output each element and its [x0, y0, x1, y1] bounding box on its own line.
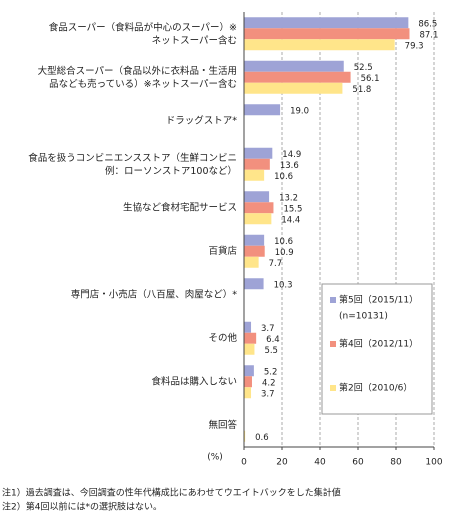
legend-label: 第2回（2010/6）	[339, 382, 412, 394]
value-label: 56.1	[361, 74, 380, 84]
note: 注2）第4回以前には*の選択肢はない。	[2, 501, 162, 513]
legend-swatch	[330, 297, 336, 303]
bar	[244, 321, 252, 333]
bar	[244, 202, 274, 214]
value-label: 7.7	[269, 259, 283, 269]
bar	[244, 28, 410, 40]
value-label: 15.5	[283, 204, 302, 214]
value-label: 10.9	[275, 248, 294, 258]
value-label: 4.2	[262, 378, 276, 388]
bar	[244, 245, 265, 257]
x-tick-label: 0	[241, 458, 247, 468]
x-tick-label: 20	[276, 458, 288, 468]
category-label: その他	[208, 332, 237, 344]
value-label: 6.4	[266, 335, 280, 345]
bar	[244, 387, 252, 399]
value-label: 10.3	[274, 280, 293, 290]
value-label: 3.7	[261, 389, 275, 399]
bar	[244, 365, 254, 377]
note: 注1）過去調査は、今回調査の性年代構成比にあわせてウエイトバックをした集計値	[2, 487, 341, 499]
bar	[244, 71, 351, 83]
value-label: 0.6	[255, 433, 269, 443]
value-label: 3.7	[261, 324, 275, 334]
value-label: 52.5	[354, 63, 373, 73]
bar	[244, 234, 265, 246]
category-label: 生協など食材宅配サービス	[123, 201, 237, 213]
x-tick-label: 80	[390, 458, 402, 468]
bar	[244, 17, 409, 29]
value-label: 5.5	[264, 346, 278, 356]
category-label: 食品スーパー（食料品が中心のスーパー）※ネットスーパー含む	[49, 21, 237, 46]
value-label: 51.8	[352, 85, 371, 95]
x-tick-label: 100	[425, 458, 442, 468]
x-tick-label: 40	[314, 458, 326, 468]
bar	[244, 60, 344, 72]
value-label: 10.6	[274, 172, 293, 182]
value-label: 86.5	[418, 19, 437, 29]
bar	[244, 213, 272, 225]
legend-box	[321, 283, 433, 415]
bar	[244, 376, 252, 388]
legend-swatch	[330, 385, 336, 391]
legend-label: 第4回（2012/11）	[339, 338, 418, 350]
value-label: 14.9	[282, 150, 301, 160]
value-label: 79.3	[405, 41, 424, 51]
category-label: 百貨店	[208, 245, 237, 257]
bar	[244, 430, 246, 442]
bar	[244, 147, 273, 159]
bar	[244, 278, 264, 290]
bar	[244, 158, 270, 170]
value-label: 87.1	[419, 30, 438, 40]
bar	[244, 82, 343, 94]
legend-swatch	[330, 341, 336, 347]
bar	[244, 343, 255, 355]
category-label: 大型総合スーパー（食品以外に衣料品・生活用品なども売っている）※ネットスーパー含…	[38, 64, 237, 89]
bar	[244, 332, 257, 344]
category-label: 食品を扱うコンビニエンスストア（生鮮コンビニ例：ローソンストア100など）	[28, 151, 237, 176]
category-label: 食料品は購入しない	[151, 375, 237, 387]
legend-note: (n=10131)	[339, 312, 388, 322]
value-label: 19.0	[290, 106, 309, 116]
bar	[244, 104, 281, 116]
value-label: 13.2	[279, 193, 298, 203]
value-label: 10.6	[274, 237, 293, 247]
value-label: 5.2	[264, 367, 278, 377]
category-label: ドラッグストア*	[166, 114, 238, 126]
bar	[244, 191, 270, 203]
category-label: 専門店・小売店（八百屋、肉屋など）*	[71, 288, 238, 300]
legend-label: 第5回（2015/11）	[339, 294, 418, 306]
value-label: 13.6	[280, 161, 299, 171]
bar	[244, 256, 259, 268]
x-axis-label: (%)	[207, 453, 223, 463]
x-tick-label: 60	[352, 458, 364, 468]
bar	[244, 39, 395, 51]
bar	[244, 169, 265, 181]
value-label: 14.4	[281, 215, 300, 225]
category-label: 無回答	[208, 419, 237, 431]
